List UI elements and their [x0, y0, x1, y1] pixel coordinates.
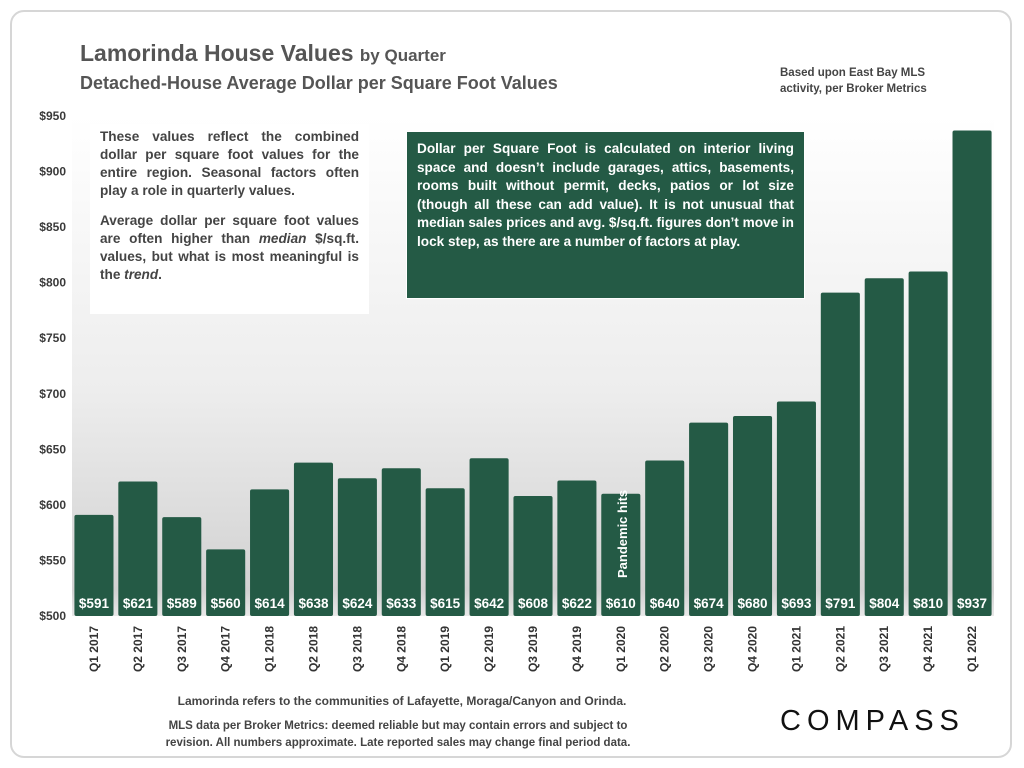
bar [118, 481, 158, 616]
bar [162, 517, 202, 616]
source-note: Based upon East Bay MLS activity, per Br… [780, 65, 960, 97]
x-tick-label: Q1 2020 [614, 626, 628, 672]
bar [250, 489, 290, 616]
bar-value-label: $608 [518, 596, 549, 611]
bar [74, 514, 114, 616]
chart-subtitle: Detached-House Average Dollar per Square… [80, 73, 558, 93]
bar-value-label: $810 [913, 596, 943, 611]
bar [820, 292, 860, 616]
x-tick-label: Q4 2019 [570, 626, 584, 672]
bar [689, 422, 729, 616]
y-tick-label: $600 [39, 498, 66, 512]
y-tick-label: $950 [39, 109, 66, 123]
bar [469, 458, 509, 616]
bar [206, 549, 246, 616]
bar-value-label: $589 [167, 596, 197, 611]
bar-value-label: $937 [957, 596, 987, 611]
bar-value-label: $804 [869, 596, 900, 611]
y-tick-label: $900 [39, 165, 66, 179]
x-tick-label: Q4 2018 [394, 626, 408, 672]
y-tick-label: $700 [39, 387, 66, 401]
bar [601, 493, 641, 616]
note-left-paragraph-1: These values reflect the combined dollar… [100, 129, 359, 198]
bar [381, 468, 421, 616]
bar [557, 480, 597, 616]
note-left-text-c: . [158, 267, 162, 282]
bar [513, 496, 553, 616]
y-axis: $500 $550 $600 $650 $700 $750 $800 $850 $900 $950 [39, 109, 66, 623]
bar-value-label: $674 [694, 596, 725, 611]
bar-value-label: $638 [298, 596, 329, 611]
x-tick-label: Q1 2021 [789, 626, 803, 672]
chart-title: Lamorinda House Values by Quarter [80, 40, 446, 67]
y-tick-label: $500 [39, 609, 66, 623]
compass-logo: COMPASS [780, 705, 965, 737]
bar-value-label: $640 [650, 596, 680, 611]
y-tick-label: $550 [39, 553, 66, 567]
bars-group: $591 $621 $589 $560 $614 $638 $624 $633 $615 $642… [74, 130, 992, 616]
y-tick-label: $850 [39, 220, 66, 234]
source-note-line2: activity, per Broker Metrics [780, 83, 927, 95]
y-tick-label: $800 [39, 276, 66, 290]
x-tick-label: Q4 2020 [746, 626, 760, 672]
bar-value-label: $591 [79, 596, 110, 611]
x-tick-label: Q3 2020 [702, 626, 716, 672]
x-tick-label: Q2 2017 [131, 626, 145, 672]
bar [293, 462, 334, 616]
bar [864, 278, 904, 616]
x-tick-label: Q3 2018 [350, 626, 364, 672]
chart-title-suffix: by Quarter [359, 46, 446, 65]
x-tick-label: Q1 2018 [263, 626, 277, 672]
bar-value-label: $560 [211, 596, 241, 611]
x-tick-label: Q3 2021 [877, 626, 891, 672]
explanation-note-right: Dollar per Square Foot is calculated on … [406, 131, 805, 299]
x-tick-label: Q1 2019 [438, 626, 452, 672]
x-tick-label: Q1 2022 [965, 626, 979, 672]
note-left-text-b: $/sq.ft. values, but what is most meanin… [100, 231, 359, 282]
bar-value-label: $614 [255, 596, 286, 611]
x-tick-label: Q2 2021 [833, 626, 847, 672]
x-tick-label: Q2 2020 [658, 626, 672, 672]
bar-value-label: $680 [738, 596, 768, 611]
bar-value-label: $615 [430, 596, 461, 611]
footnote-disclaimer-line1: MLS data per Broker Metrics: deemed reli… [168, 720, 628, 732]
bar-value-label: $622 [562, 596, 592, 611]
x-tick-label: Q3 2019 [526, 626, 540, 672]
bar [645, 460, 685, 616]
footnote-disclaimer: MLS data per Broker Metrics: deemed reli… [118, 718, 678, 752]
x-tick-label: Q4 2017 [219, 626, 233, 672]
note-left-text-a: Average dollar per square foot values ar… [100, 213, 359, 246]
footnote-communities: Lamorinda refers to the communities of L… [177, 694, 627, 708]
bar-value-label: $693 [781, 596, 812, 611]
pandemic-annotation: Pandemic hits [615, 490, 630, 578]
footnote-disclaimer-line2: revision. All numbers approximate. Late … [165, 737, 631, 749]
chart-title-main: Lamorinda House Values [80, 40, 354, 66]
x-tick-label: Q2 2019 [482, 626, 496, 672]
bar [425, 488, 465, 616]
y-tick-label: $750 [39, 331, 66, 345]
source-note-line1: Based upon East Bay MLS [780, 67, 926, 79]
bar-value-label: $791 [825, 596, 856, 611]
x-tick-label: Q2 2018 [306, 626, 320, 672]
explanation-note-left: These values reflect the combined dollar… [90, 124, 369, 314]
y-tick-label: $650 [39, 442, 66, 456]
x-tick-label: Q1 2017 [87, 626, 101, 672]
bar [337, 478, 377, 616]
bar [908, 271, 948, 616]
bar [732, 416, 773, 616]
bar-value-label: $610 [606, 596, 636, 611]
note-left-emphasis-trend: trend [124, 267, 159, 282]
bar [952, 130, 992, 616]
bar-value-label: $642 [474, 596, 504, 611]
bar [776, 401, 816, 616]
x-tick-label: Q4 2021 [921, 626, 935, 672]
note-left-paragraph-2: Average dollar per square foot values ar… [100, 212, 359, 284]
bar-value-label: $624 [342, 596, 373, 611]
note-left-emphasis-median: median [258, 231, 307, 246]
bar-value-label: $621 [123, 596, 154, 611]
bar-value-label: $633 [386, 596, 417, 611]
x-tick-label: Q3 2017 [175, 626, 189, 672]
x-axis: Q1 2017 Q2 2017 Q3 2017 Q4 2017 Q1 2018 Q2 20… [87, 626, 979, 672]
